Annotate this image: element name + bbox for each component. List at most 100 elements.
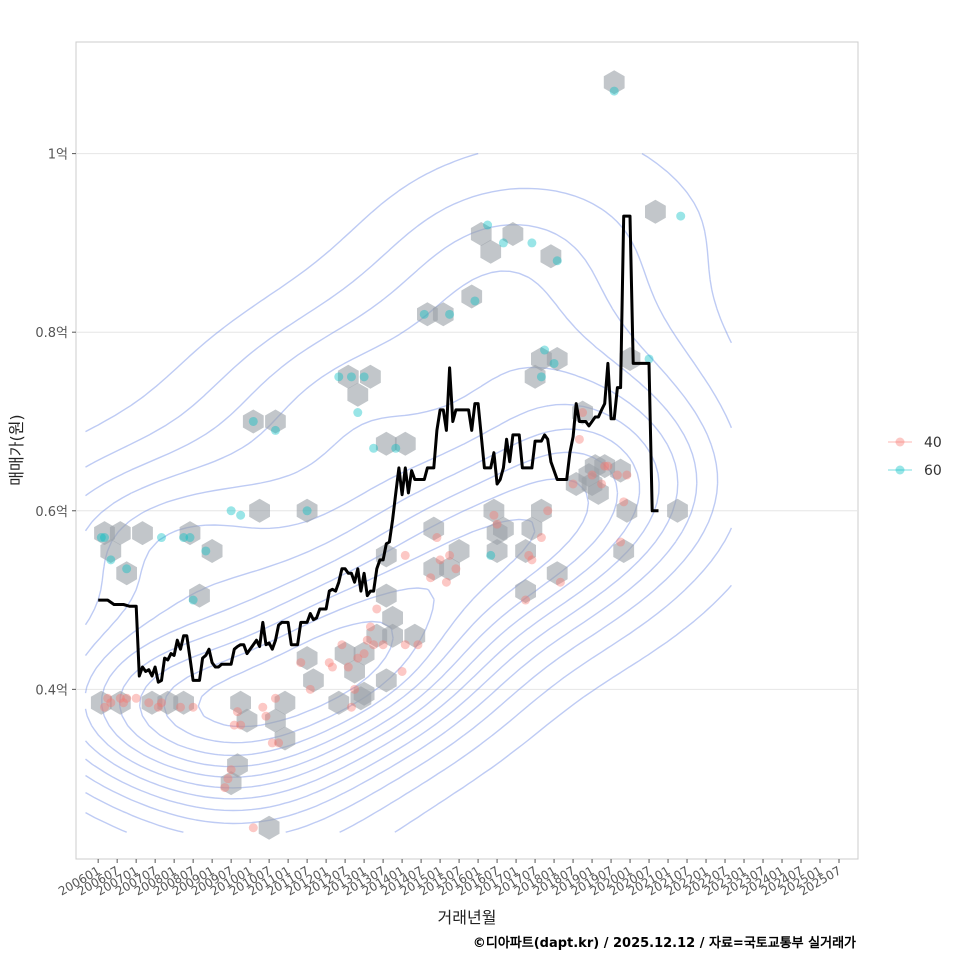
point-series-40 bbox=[622, 470, 632, 480]
hexbin-cell bbox=[404, 623, 426, 648]
hexbin-cell bbox=[448, 539, 470, 563]
point-series-60 bbox=[498, 238, 508, 248]
hexbin-cell bbox=[201, 539, 223, 563]
point-series-40 bbox=[350, 684, 360, 694]
point-series-40 bbox=[226, 765, 236, 775]
point-series-40 bbox=[432, 533, 442, 543]
point-series-40 bbox=[578, 408, 588, 418]
point-series-60 bbox=[188, 595, 198, 605]
hexbin-cell bbox=[100, 539, 122, 563]
point-series-60 bbox=[226, 506, 236, 516]
hexbin-cell bbox=[439, 556, 460, 581]
x-axis-ticks: 2006012006072007012007072008012008072009… bbox=[56, 859, 844, 899]
hexbin-cell bbox=[613, 539, 635, 563]
plot-panel bbox=[75, 41, 859, 860]
hexbin-cell bbox=[347, 382, 369, 407]
point-series-40 bbox=[619, 497, 629, 507]
hexbin-cell bbox=[480, 239, 502, 264]
hexbin-cell bbox=[486, 539, 508, 563]
point-series-60 bbox=[334, 372, 344, 382]
hexbin-cell bbox=[645, 199, 666, 224]
point-series-40 bbox=[274, 738, 284, 748]
hexbin-cell bbox=[296, 498, 318, 523]
point-series-40 bbox=[492, 519, 502, 529]
hexbin-cell bbox=[619, 347, 641, 371]
hexbin-cell bbox=[274, 690, 296, 715]
point-series-40 bbox=[527, 555, 537, 565]
grid-lines bbox=[76, 153, 858, 690]
hexbin-cell bbox=[296, 646, 318, 671]
point-series-60 bbox=[552, 256, 562, 266]
hexbin-cell bbox=[521, 516, 543, 541]
point-series-40 bbox=[524, 550, 534, 560]
point-series-60 bbox=[185, 533, 195, 543]
point-series-40 bbox=[324, 658, 334, 668]
point-series-60 bbox=[527, 238, 537, 248]
hexbin-cell bbox=[334, 641, 356, 666]
point-series-60 bbox=[369, 443, 379, 453]
hexbin-cell bbox=[230, 690, 251, 715]
hexbin-cell bbox=[375, 431, 397, 456]
point-series-40 bbox=[555, 577, 565, 587]
point-series-40 bbox=[131, 693, 141, 703]
density-contours bbox=[84, 152, 733, 833]
point-series-60 bbox=[609, 86, 619, 96]
point-series-60 bbox=[391, 443, 401, 453]
y-tick-label: 0.8억 bbox=[35, 326, 68, 341]
point-series-40 bbox=[543, 506, 553, 516]
point-series-40 bbox=[270, 693, 280, 703]
point-series-40 bbox=[369, 640, 379, 650]
point-series-40 bbox=[267, 738, 277, 748]
point-series-40 bbox=[612, 470, 622, 480]
point-series-60 bbox=[549, 358, 559, 368]
legend: 40 60 bbox=[888, 435, 942, 479]
hexbin-cell bbox=[382, 623, 403, 648]
point-series-40 bbox=[441, 577, 451, 587]
point-series-40 bbox=[521, 595, 531, 605]
y-tick-label: 0.4억 bbox=[35, 683, 68, 698]
hexbin-cell bbox=[667, 498, 688, 523]
hexbin-cell bbox=[344, 659, 365, 684]
hexbin-cell bbox=[360, 364, 381, 389]
point-series-40 bbox=[445, 550, 455, 560]
point-series-60 bbox=[536, 372, 546, 382]
hexbin-cell bbox=[616, 498, 638, 523]
density-contour-level bbox=[85, 187, 733, 833]
hexbin-cell bbox=[94, 521, 115, 546]
legend-key-40 bbox=[895, 437, 905, 447]
point-series-40 bbox=[400, 640, 410, 650]
hexbin-cell bbox=[531, 347, 552, 371]
legend-label-60: 60 bbox=[924, 463, 942, 479]
hexbin-cell bbox=[220, 771, 242, 796]
point-series-60 bbox=[644, 354, 654, 364]
y-tick-label: 0.6억 bbox=[35, 505, 68, 520]
point-series-40 bbox=[362, 635, 372, 645]
hexbin-cell bbox=[242, 409, 264, 434]
hexbin-cell bbox=[303, 668, 324, 693]
hexbin-cell bbox=[173, 690, 194, 715]
point-series-40 bbox=[568, 479, 578, 489]
point-series-40 bbox=[426, 573, 436, 583]
hexbin-cell bbox=[423, 516, 445, 541]
hexbin-cell bbox=[337, 364, 359, 389]
hexbin-cell bbox=[109, 521, 131, 546]
hexbin-cell bbox=[417, 302, 438, 327]
point-series-40 bbox=[175, 702, 185, 712]
hexbin-cell bbox=[353, 681, 375, 706]
hexbin-cell bbox=[265, 409, 286, 434]
hexbin-cell bbox=[603, 70, 625, 95]
hexbin-cell bbox=[258, 815, 280, 840]
point-series-60 bbox=[248, 416, 258, 426]
point-series-40 bbox=[236, 720, 246, 730]
point-series-40 bbox=[296, 658, 306, 668]
hexbin-cell bbox=[236, 708, 258, 733]
point-series-40 bbox=[115, 693, 125, 703]
point-series-60 bbox=[540, 345, 550, 355]
hexbin-cell bbox=[594, 454, 616, 479]
point-series-40 bbox=[122, 693, 132, 703]
point-series-40 bbox=[353, 653, 363, 663]
point-series-60 bbox=[346, 372, 356, 382]
hexbin-cell bbox=[493, 516, 514, 541]
hexbin-layer bbox=[90, 70, 688, 840]
point-series-40 bbox=[574, 434, 584, 444]
